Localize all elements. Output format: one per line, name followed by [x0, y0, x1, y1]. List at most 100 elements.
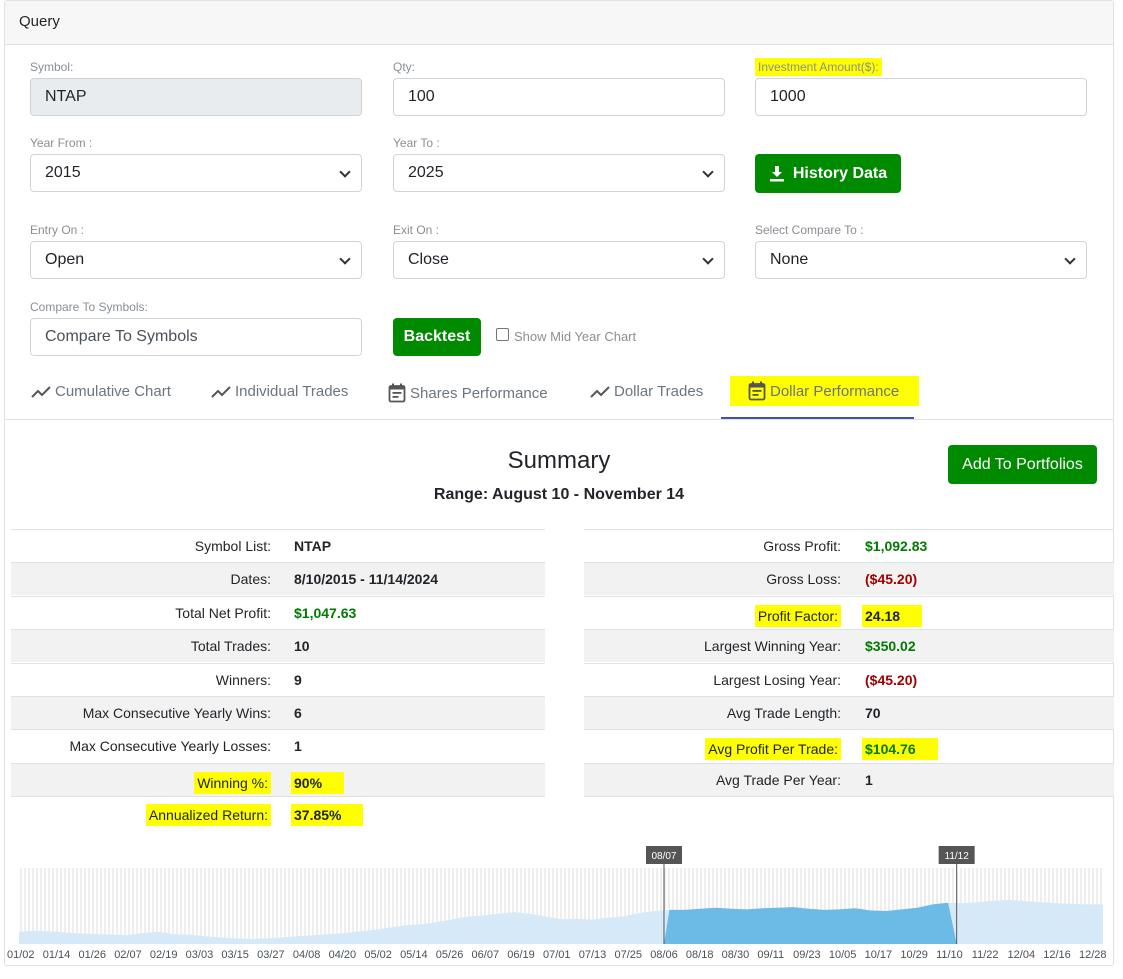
range-marker-label: 11/12 [945, 851, 970, 862]
x-axis-tick-label: 06/07 [471, 949, 500, 961]
summary-value: ($45.20) [865, 671, 918, 688]
summary-value: 10 [294, 638, 310, 655]
compare-symbols-label: Compare To Symbols: [30, 300, 148, 314]
backtest-button[interactable]: Backtest [393, 318, 481, 356]
year-to-select[interactable]: 2025 [393, 154, 725, 192]
exit-on-select[interactable]: Close [393, 241, 725, 279]
summary-row: Winners: 9 [11, 662, 545, 696]
qty-label: Qty: [393, 60, 416, 74]
add-to-portfolios-button[interactable]: Add To Portfolios [948, 445, 1097, 484]
x-axis-tick-label: 08/30 [721, 949, 750, 961]
x-axis-tick-label: 10/29 [900, 949, 928, 961]
summary-row: Annualized Return: 37.85% [11, 796, 545, 829]
entry-on-select[interactable]: Open [30, 241, 362, 279]
tab-active-indicator [721, 417, 914, 419]
investment-input[interactable]: 1000 [755, 78, 1087, 116]
mid-year-checkbox[interactable] [496, 328, 509, 341]
x-axis-tick-label: 08/06 [650, 949, 678, 961]
tab-shares-performance[interactable]: Shares Performance [388, 383, 548, 403]
x-axis-tick-label: 12/16 [1043, 949, 1071, 961]
summary-value: 1 [294, 738, 302, 755]
x-axis-tick-label: 05/26 [435, 949, 464, 961]
summary-value: 9 [294, 671, 302, 688]
year-from-select[interactable]: 2015 [30, 154, 362, 192]
tab-dollar-performance[interactable]: Dollar Performance [730, 376, 920, 406]
x-axis-tick-label: 05/14 [400, 949, 428, 961]
x-axis-tick-label: 11/10 [936, 949, 963, 961]
x-axis-tick-label: 08/18 [685, 949, 714, 961]
x-axis-tick-label: 06/19 [507, 949, 535, 961]
compare-to-label: Select Compare To : [755, 223, 864, 237]
summary-value: $350.02 [865, 638, 916, 655]
trend-icon [590, 385, 610, 398]
summary-row: Dates: 8/10/2015 - 11/14/2024 [11, 562, 545, 596]
table-bottom-border [11, 796, 545, 798]
x-axis-tick-label: 09/23 [793, 949, 821, 961]
symbol-input[interactable]: NTAP [30, 78, 362, 116]
tab-cumulative-chart[interactable]: Cumulative Chart [31, 383, 171, 400]
exit-on-value: Close [408, 251, 449, 268]
entry-on-label: Entry On : [30, 223, 85, 237]
summary-value: $104.76 [862, 738, 938, 761]
performance-area-chart[interactable]: 08/07 11/12 [19, 846, 1103, 946]
summary-row: Gross Profit: $1,092.83 [584, 529, 1114, 562]
x-axis-tick-label: 02/19 [149, 949, 178, 961]
investment-label: Investment Amount($): [755, 58, 882, 76]
summary-row: Symbol List: NTAP [11, 529, 545, 562]
x-axis-tick-label: 04/20 [328, 949, 357, 961]
x-axis-tick-label: 03/27 [257, 949, 285, 961]
summary-value: NTAP [294, 538, 332, 554]
x-axis-tick-label: 12/04 [1007, 949, 1036, 961]
x-axis-tick-label: 09/11 [757, 949, 785, 961]
x-axis-tick-label: 03/03 [185, 949, 214, 961]
summary-title: Summary [507, 447, 611, 474]
summary-value: 37.85% [291, 804, 364, 827]
x-axis-tick-label: 10/05 [828, 949, 857, 961]
summary-row: Total Trades: 10 [11, 629, 545, 663]
summary-label: Largest Losing Year: [713, 671, 841, 688]
summary-row: Avg Trade Length: 70 [584, 696, 1114, 729]
tab-dollar-trades[interactable]: Dollar Trades [590, 383, 703, 400]
summary-row: Winning %: 90% [11, 762, 545, 796]
summary-label: Gross Loss: [766, 571, 841, 588]
summary-value: 90% [291, 771, 345, 794]
year-from-label: Year From : [30, 136, 93, 150]
summary-value: 8/10/2015 - 11/14/2024 [294, 571, 439, 588]
exit-on-label: Exit On : [393, 223, 440, 237]
summary-label: Annualized Return: [145, 804, 271, 827]
tab-individual-trades[interactable]: Individual Trades [211, 383, 348, 400]
tab-label: Shares Performance [410, 384, 548, 402]
summary-label: Gross Profit: [763, 538, 841, 554]
card-header: Query [5, 1, 1113, 45]
year-from-value: 2015 [45, 164, 81, 181]
investment-label-text: Investment Amount($): [755, 58, 882, 76]
summary-row: Max Consecutive Yearly Losses: 1 [11, 729, 545, 762]
summary-label: Winning %: [194, 771, 271, 794]
summary-label: Largest Winning Year: [704, 638, 841, 655]
summary-row: Avg Profit Per Trade: $104.76 [584, 729, 1114, 762]
history-data-button[interactable]: History Data [755, 154, 901, 193]
summary-value: 1 [865, 771, 873, 788]
range-marker-handle [645, 846, 682, 864]
x-axis-tick-label: 01/02 [7, 949, 35, 961]
tab-label: Dollar Performance [770, 382, 900, 400]
x-axis-tick-label: 07/13 [578, 949, 607, 961]
calendar-icon [748, 381, 766, 401]
entry-on-value: Open [45, 251, 85, 268]
year-to-value: 2025 [408, 164, 444, 181]
summary-label: Profit Factor: [754, 604, 841, 627]
qty-input[interactable]: 100 [393, 78, 725, 116]
summary-value: $1,047.63 [294, 604, 357, 621]
download-icon [769, 166, 784, 182]
x-axis-tick-label: 05/02 [364, 949, 392, 961]
compare-symbols-input[interactable]: Compare To Symbols [30, 318, 362, 356]
history-data-label: History Data [792, 164, 888, 182]
year-to-label: Year To : [393, 136, 440, 150]
trend-icon [211, 385, 231, 398]
chart-area-selected [663, 902, 957, 944]
compare-to-select[interactable]: None [755, 241, 1087, 279]
range-marker-handle [938, 846, 975, 864]
summary-row: Largest Winning Year: $350.02 [584, 629, 1114, 663]
summary-value: $1,092.83 [865, 538, 928, 554]
mid-year-label: Show Mid Year Chart [514, 329, 637, 344]
